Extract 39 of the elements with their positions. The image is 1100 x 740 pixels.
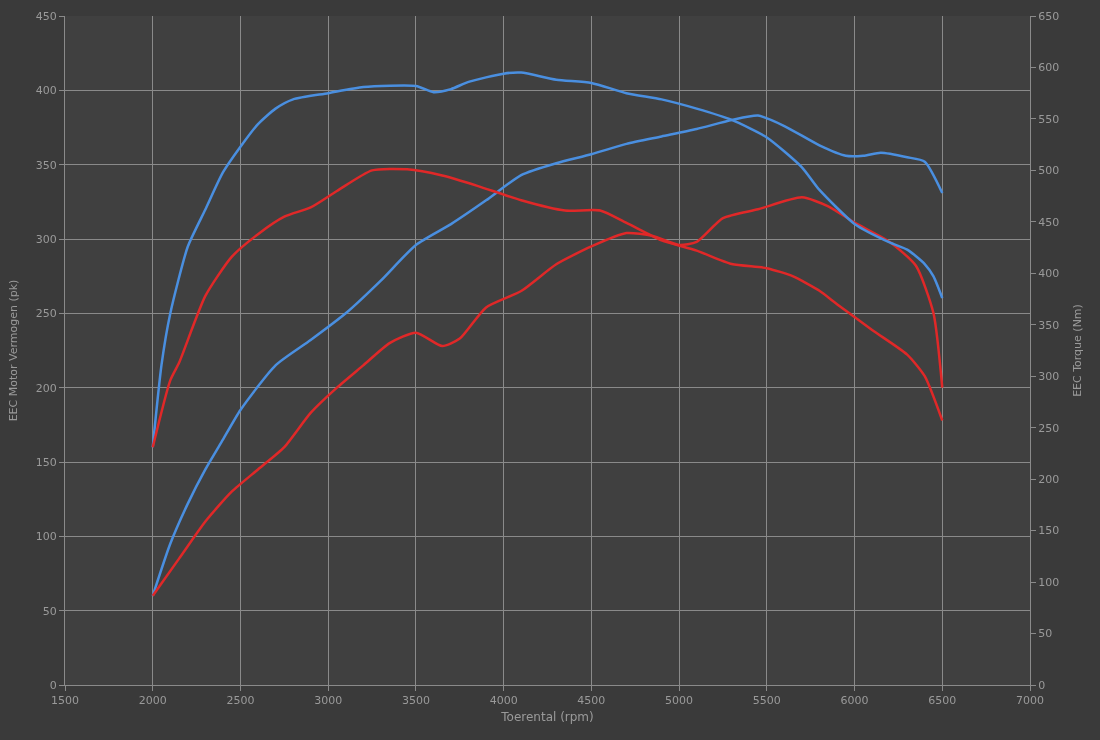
y2-axis-title: EEC Torque (Nm) — [1071, 304, 1085, 397]
y-tick-label: 300 — [35, 232, 57, 246]
y-tick-label: 400 — [35, 84, 57, 98]
x-tick-label: 1500 — [51, 694, 79, 708]
x-tick-label: 5500 — [752, 694, 781, 708]
y2-tick-label: 300 — [1038, 370, 1060, 384]
y2-tick-label: 200 — [1038, 473, 1060, 486]
y2-tick-label: 650 — [1038, 9, 1060, 23]
y2-tick-label: 550 — [1038, 112, 1060, 126]
y-tick-label: 100 — [35, 530, 57, 544]
y-tick-label: 450 — [35, 9, 57, 23]
x-tick-label: 3500 — [401, 694, 430, 708]
y2-tick-label: 350 — [1038, 318, 1060, 332]
y-tick-label: 0 — [49, 678, 57, 692]
x-tick-label: 6000 — [840, 694, 869, 708]
x-axis-title: Toerental (rpm) — [500, 710, 594, 725]
y2-tick-label: 150 — [1038, 524, 1060, 538]
y-axis-title: EEC Motor Vermogen (pk) — [7, 279, 21, 422]
y-tick-label: 250 — [35, 307, 57, 321]
x-tick-label: 6500 — [928, 694, 957, 708]
y2-tick-label: 600 — [1038, 61, 1060, 75]
y2-tick-label: 50 — [1038, 627, 1053, 641]
y2-tick-label: 250 — [1038, 421, 1060, 435]
y2-tick-label: 0 — [1038, 678, 1046, 692]
x-tick-label: 5000 — [665, 694, 694, 708]
y2-tick-label: 500 — [1038, 164, 1060, 178]
y2-tick-label: 450 — [1038, 215, 1060, 229]
y-tick-label: 50 — [42, 604, 57, 618]
y2-tick-label: 400 — [1038, 267, 1060, 281]
x-tick-label: 3000 — [314, 694, 343, 708]
x-tick-label: 4500 — [577, 694, 606, 708]
x-tick-label: 4000 — [489, 694, 518, 708]
x-tick-label: 2000 — [138, 694, 167, 708]
y-tick-label: 200 — [35, 381, 57, 395]
y2-tick-label: 100 — [1038, 575, 1060, 589]
y-tick-label: 150 — [35, 455, 57, 469]
x-tick-label: 7000 — [1016, 694, 1044, 708]
x-tick-label: 2500 — [226, 694, 255, 708]
y-tick-label: 350 — [35, 158, 57, 172]
